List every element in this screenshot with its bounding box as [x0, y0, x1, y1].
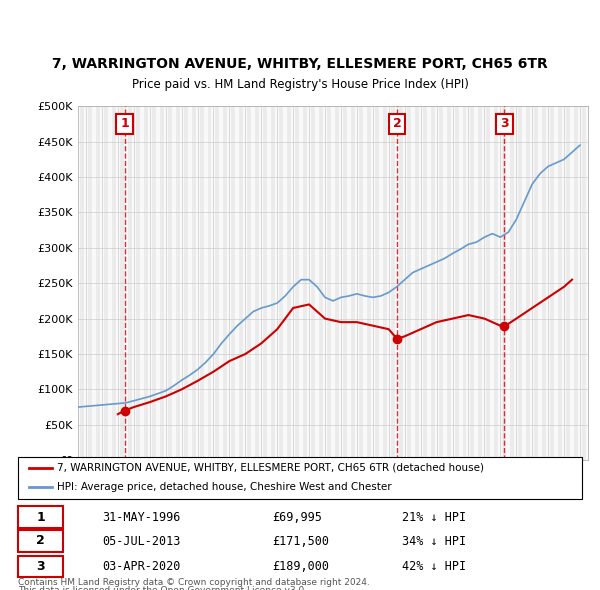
Text: 7, WARRINGTON AVENUE, WHITBY, ELLESMERE PORT, CH65 6TR: 7, WARRINGTON AVENUE, WHITBY, ELLESMERE … [52, 57, 548, 71]
Text: 7, WARRINGTON AVENUE, WHITBY, ELLESMERE PORT, CH65 6TR (detached house): 7, WARRINGTON AVENUE, WHITBY, ELLESMERE … [58, 463, 484, 473]
Text: 21% ↓ HPI: 21% ↓ HPI [401, 511, 466, 524]
Text: 05-JUL-2013: 05-JUL-2013 [103, 535, 181, 548]
Text: £171,500: £171,500 [272, 535, 329, 548]
Text: 42% ↓ HPI: 42% ↓ HPI [401, 560, 466, 573]
Text: 31-MAY-1996: 31-MAY-1996 [103, 511, 181, 524]
FancyBboxPatch shape [18, 556, 63, 577]
Text: 2: 2 [392, 117, 401, 130]
Text: £69,995: £69,995 [272, 511, 322, 524]
Text: 34% ↓ HPI: 34% ↓ HPI [401, 535, 466, 548]
Text: £189,000: £189,000 [272, 560, 329, 573]
FancyBboxPatch shape [18, 506, 63, 528]
Text: This data is licensed under the Open Government Licence v3.0.: This data is licensed under the Open Gov… [18, 586, 307, 590]
Text: 1: 1 [36, 510, 45, 523]
Text: 03-APR-2020: 03-APR-2020 [103, 560, 181, 573]
FancyBboxPatch shape [18, 457, 582, 499]
Text: HPI: Average price, detached house, Cheshire West and Chester: HPI: Average price, detached house, Ches… [58, 482, 392, 492]
Text: 3: 3 [500, 117, 509, 130]
Text: 2: 2 [36, 535, 45, 548]
Text: 1: 1 [120, 117, 129, 130]
FancyBboxPatch shape [18, 530, 63, 552]
Text: 3: 3 [36, 560, 45, 573]
Text: Price paid vs. HM Land Registry's House Price Index (HPI): Price paid vs. HM Land Registry's House … [131, 78, 469, 91]
Text: Contains HM Land Registry data © Crown copyright and database right 2024.: Contains HM Land Registry data © Crown c… [18, 578, 370, 587]
